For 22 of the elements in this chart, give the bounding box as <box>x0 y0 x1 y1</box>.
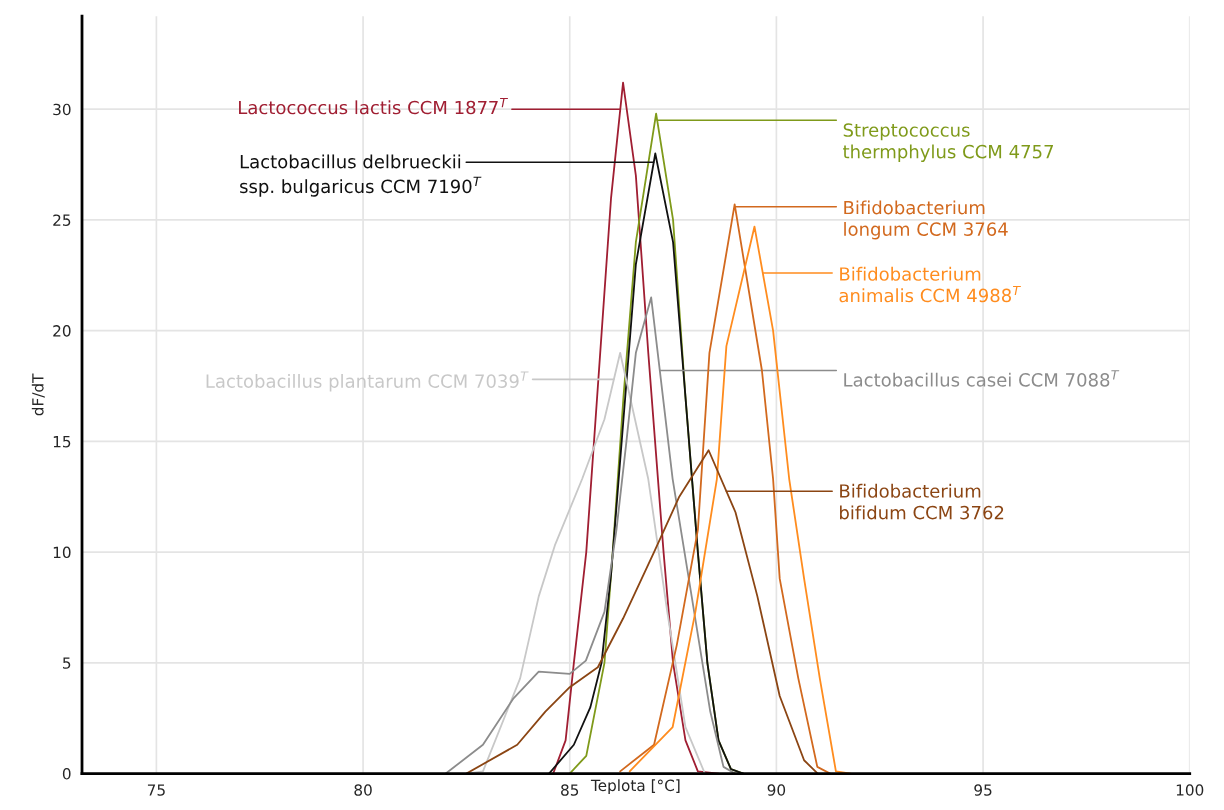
y-axis-title: dF/dT <box>31 373 45 416</box>
y-tick-label: 25 <box>53 214 71 226</box>
text: Bifidobacterium longum CCM 3764 <box>844 200 1008 240</box>
y-tick-label: 0 <box>62 768 71 780</box>
y-tick-label: 20 <box>53 325 71 337</box>
y-tick-label: 15 <box>53 436 71 448</box>
text: Lactobacillus delbrueckii ssp. bulgaricus CCM 7190$^{T}$ <box>240 154 482 197</box>
x-tick-label: 85 <box>561 784 579 796</box>
x-tick-label: 90 <box>767 784 786 796</box>
y-tick-label: 10 <box>53 546 71 559</box>
legend-label: Bifidobacterium animalis CCM 4988$^{T}$ <box>839 266 1021 303</box>
x-tick-label: 75 <box>147 784 165 796</box>
text: Lactococcus lactis CCM 1877$^{T}$ <box>239 97 508 115</box>
text: Streptococcus thermphylus CCM 4757 <box>843 123 1053 162</box>
text: Lactobacillus casei CCM 7088$^{T}$ <box>844 370 1120 387</box>
x-tick-label: 80 <box>354 784 372 796</box>
x-tick-label: 100 <box>1176 784 1204 796</box>
text: Bifidobacterium bifidum CCM 3762 <box>840 483 1004 520</box>
y-tick-label: 5 <box>63 657 71 669</box>
x-tick-label: 95 <box>974 784 992 796</box>
y-tick-label: 30 <box>53 103 71 116</box>
x-axis-title: Teplota [°C] <box>590 779 680 795</box>
